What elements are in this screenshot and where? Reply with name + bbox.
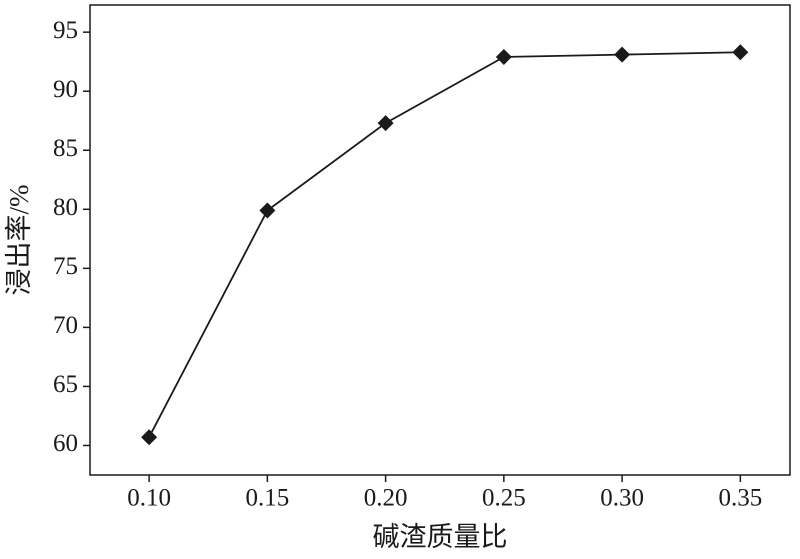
y-tick-label: 70 (53, 312, 78, 339)
x-tick-label: 0.30 (600, 485, 644, 512)
x-tick-label: 0.35 (718, 485, 762, 512)
y-tick-label: 95 (53, 17, 78, 44)
data-point (141, 429, 158, 446)
data-point (732, 44, 749, 61)
data-point (614, 46, 631, 63)
y-tick-label: 85 (53, 135, 78, 162)
data-point (377, 115, 394, 132)
data-point (495, 48, 512, 65)
y-axis-title: 浸出率/% (4, 185, 34, 296)
x-axis-title: 碱渣质量比 (373, 522, 508, 552)
y-tick-label: 60 (53, 430, 78, 457)
x-tick-label: 0.20 (364, 485, 408, 512)
x-tick-label: 0.15 (245, 485, 289, 512)
data-line (148, 51, 741, 438)
y-tick-label: 80 (53, 194, 78, 221)
y-tick-label: 65 (53, 371, 78, 398)
y-tick-label: 90 (53, 76, 78, 103)
data-point (259, 202, 276, 219)
x-tick-label: 0.25 (482, 485, 526, 512)
y-tick-label: 75 (53, 253, 78, 280)
x-tick-label: 0.10 (127, 485, 171, 512)
plot-frame (89, 4, 791, 476)
